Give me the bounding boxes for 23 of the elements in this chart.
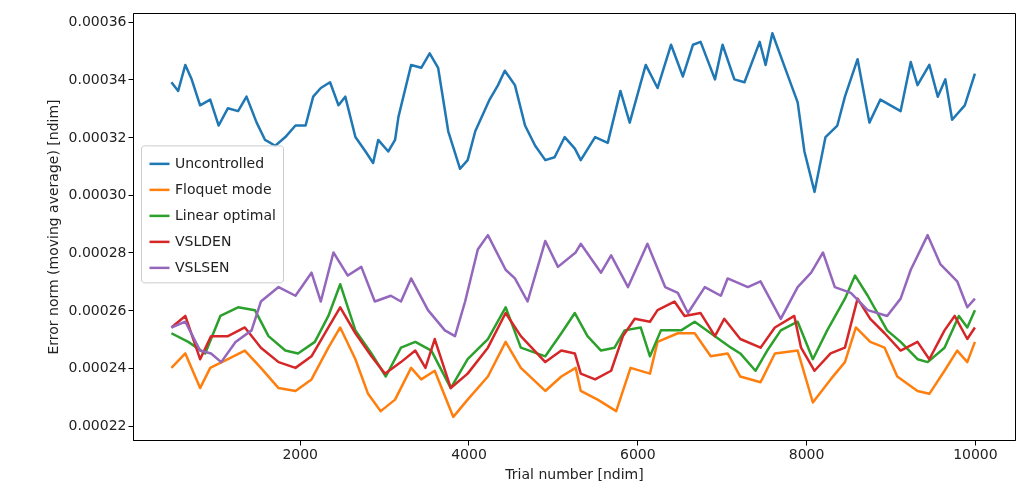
legend-label: Uncontrolled (175, 154, 265, 171)
y-tick-label: 0.00034 (68, 70, 127, 87)
y-tick-label: 0.00026 (68, 301, 127, 318)
legend-label: VSLSEN (175, 258, 230, 275)
x-tick-label: 8000 (788, 445, 825, 462)
line-series (170, 233, 977, 364)
line-series (170, 297, 977, 390)
y-tick-label: 0.00024 (68, 359, 127, 376)
y-tick-label: 0.00028 (68, 243, 127, 260)
y-tick-label: 0.00036 (68, 13, 127, 30)
legend-label: Floquet mode (175, 180, 272, 197)
y-tick-label: 0.00032 (68, 128, 127, 145)
legend-label: Linear optimal (175, 206, 276, 223)
x-axis-title: Trial number [ndim] (504, 465, 644, 482)
y-tick-label: 0.00030 (68, 186, 127, 203)
x-tick-label: 2000 (282, 445, 319, 462)
x-tick-label: 4000 (451, 445, 487, 462)
y-axis-title: Error norm (moving average) [ndim] (44, 99, 61, 355)
line-series (170, 326, 977, 419)
y-tick-label: 0.00022 (68, 417, 127, 434)
x-tick-label: 6000 (619, 445, 656, 462)
legend-label: VSLDEN (175, 232, 232, 249)
x-tick-label: 10000 (953, 445, 998, 462)
